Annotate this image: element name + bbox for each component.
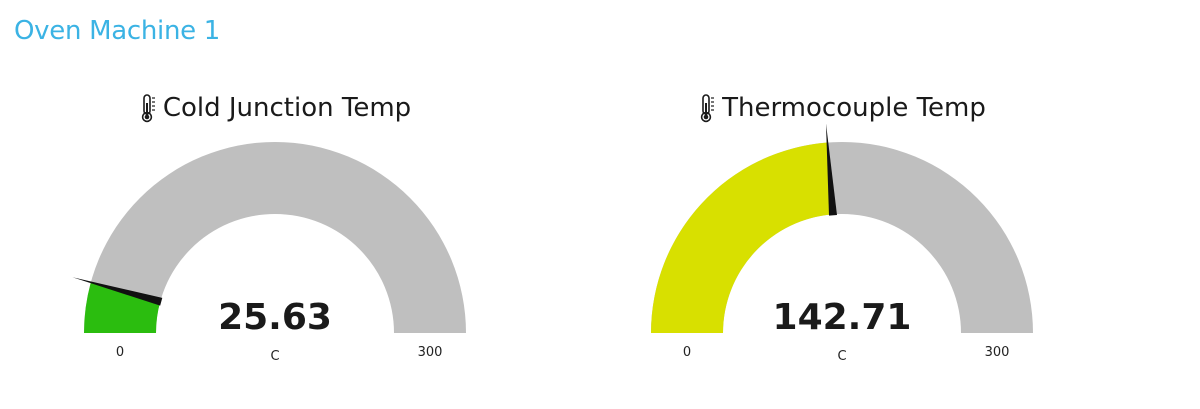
- gauge-min-label: 0: [683, 345, 691, 360]
- gauge-fill: [84, 282, 161, 333]
- gauge-title: Thermocouple Temp: [722, 93, 986, 123]
- gauge-header: Thermocouple Temp: [607, 88, 1077, 128]
- gauge-fill: [651, 142, 833, 333]
- gauge-value: 142.71: [773, 297, 912, 338]
- thermometer-icon: [700, 94, 715, 123]
- gauge-max-label: 300: [985, 345, 1010, 360]
- gauge-header: Cold Junction Temp: [40, 88, 510, 128]
- gauge-needle: [825, 123, 837, 216]
- gauge-max-label: 300: [418, 345, 443, 360]
- gauge-thermocouple: 142.71 0 300 C Thermocouple Temp: [607, 88, 1077, 388]
- gauge-value: 25.63: [218, 297, 332, 338]
- gauge-chart: 142.71 0 300 C: [651, 123, 1033, 364]
- page-title: Oven Machine 1: [14, 16, 221, 46]
- gauge-min-label: 0: [116, 345, 124, 360]
- gauge-cold-junction: 25.63 0 300 C Cold Junction Temp: [40, 88, 510, 388]
- gauge-needle: [72, 277, 163, 306]
- gauge-title: Cold Junction Temp: [162, 93, 412, 123]
- thermometer-icon: [141, 94, 155, 123]
- gauge-chart: 25.63 0 300 C: [72, 142, 466, 364]
- gauge-unit: C: [270, 349, 279, 364]
- gauge-unit: C: [837, 349, 846, 364]
- gauge-track: [84, 142, 466, 333]
